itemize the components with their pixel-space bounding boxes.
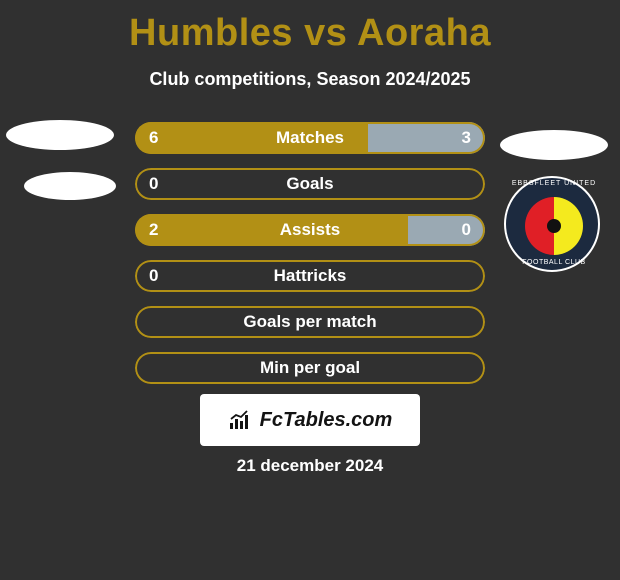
team1-logo <box>6 120 116 230</box>
bar-value-right: 0 <box>462 214 471 246</box>
crest-inner <box>525 197 583 255</box>
bar-label: Goals <box>135 168 485 200</box>
bar-value-left: 0 <box>149 168 158 200</box>
crest-top-text: EBBSFLEET UNITED <box>506 180 602 187</box>
bar-value-left: 6 <box>149 122 158 154</box>
bar-label: Hattricks <box>135 260 485 292</box>
crest-bottom-text: FOOTBALL CLUB <box>506 259 602 266</box>
stats-bars: Matches63Goals0Assists20Hattricks0Goals … <box>135 122 485 398</box>
bar-label: Goals per match <box>135 306 485 338</box>
branding-text: FcTables.com <box>260 409 393 432</box>
player1-name: Humbles <box>129 12 293 54</box>
bar-label: Matches <box>135 122 485 154</box>
bar-value-right: 3 <box>462 122 471 154</box>
bar-label: Assists <box>135 214 485 246</box>
bar-value-left: 0 <box>149 260 158 292</box>
branding-icon <box>228 409 254 431</box>
date-text: 21 december 2024 <box>0 456 620 476</box>
vs-text: vs <box>304 12 347 54</box>
subtitle: Club competitions, Season 2024/2025 <box>0 69 620 90</box>
stat-bar: Goals per match <box>135 306 485 338</box>
title: Humbles vs Aoraha <box>0 0 620 55</box>
player2-name: Aoraha <box>357 12 491 54</box>
branding-badge: FcTables.com <box>200 394 420 446</box>
club-crest: EBBSFLEET UNITED FOOTBALL CLUB <box>504 176 600 272</box>
logo-shape <box>500 130 608 160</box>
team2-logo: EBBSFLEET UNITED FOOTBALL CLUB <box>504 170 614 280</box>
logo-shape <box>6 120 114 150</box>
logo-shape <box>24 172 116 200</box>
stat-bar: Hattricks0 <box>135 260 485 292</box>
stat-bar: Min per goal <box>135 352 485 384</box>
bar-value-left: 2 <box>149 214 158 246</box>
crest-ball <box>547 219 561 233</box>
bar-label: Min per goal <box>135 352 485 384</box>
stat-bar: Assists2 0 <box>135 214 485 246</box>
stat-bar: Matches6 3 <box>135 122 485 154</box>
stat-bar: Goals0 <box>135 168 485 200</box>
comparison-card: Humbles vs Aoraha Club competitions, Sea… <box>0 0 620 580</box>
